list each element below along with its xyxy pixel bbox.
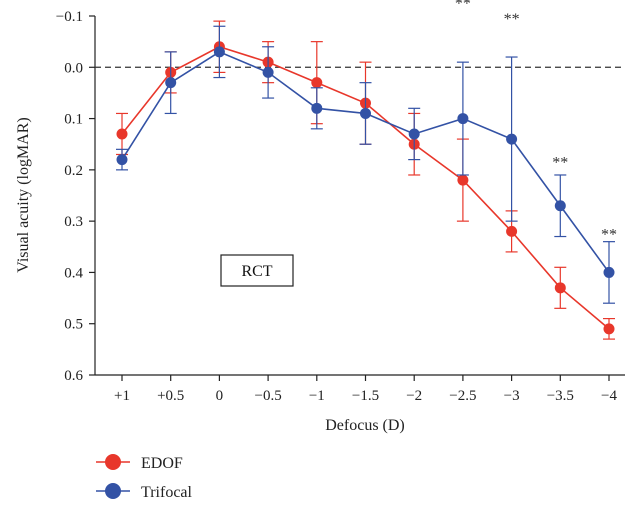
x-tick-label: +1 [114,388,130,404]
data-point [457,174,469,186]
data-point [360,107,371,119]
legend-swatch-marker [105,483,121,499]
data-point [506,225,518,237]
data-point [506,133,518,145]
data-point [311,102,323,114]
data-point [262,66,274,78]
x-tick-label: +0.5 [157,388,184,404]
x-tick-label: −1 [309,388,325,404]
legend-item-edof: EDOF [96,454,183,472]
data-point [116,154,128,166]
significance-marker: ** [601,226,617,243]
y-tick-label: 0.0 [64,60,83,76]
data-point [554,200,566,212]
data-point [116,128,128,140]
y-tick-label: −0.1 [56,9,83,25]
x-tick-label: −2 [406,388,422,404]
y-tick-label: 0.1 [64,112,83,128]
data-point [457,113,469,125]
y-tick-label: 0.2 [64,163,83,179]
data-point [408,128,420,140]
significance-marker: ** [455,0,471,13]
x-tick-label: −0.5 [254,388,281,404]
data-point [165,77,177,89]
x-tick-label: −4 [601,388,617,404]
legend-swatch-marker [105,454,121,470]
legend-item-trifocal: Trifocal [96,483,193,501]
series-edof [116,20,615,340]
data-point [213,46,225,58]
data-point [603,266,615,278]
series-layer [116,20,615,340]
legend-label: Trifocal [141,484,193,501]
y-tick-label: 0.5 [64,317,83,333]
x-tick-label: 0 [216,388,224,404]
data-point [603,323,615,335]
annotation-box-label: RCT [241,263,272,280]
y-tick-label: 0.4 [64,265,83,281]
data-point [311,77,323,89]
x-tick-label: −3.5 [547,388,574,404]
significance-marker: ** [552,155,568,172]
x-axis-title: Defocus (D) [325,417,405,434]
axes: −0.1 0.0 0.1 0.2 0.3 0.4 0.5 0.6 +1 +0.5 0 −0.5 −1 −1… [56,9,625,404]
data-point [554,282,566,294]
significance-marker: ** [504,11,520,28]
x-tick-label: −2.5 [449,388,476,404]
series-trifocal [116,25,615,304]
legend-label: EDOF [141,455,183,472]
legend: EDOF Trifocal [96,454,193,501]
annotations: ** ** ** ** RCT [220,0,617,287]
x-tick-label: −3 [504,388,520,404]
y-tick-label: 0.6 [64,368,83,384]
annotation-box [220,254,294,287]
y-tick-label: 0.3 [64,214,83,230]
y-axis-title: Visual acuity (logMAR) [15,117,32,272]
x-tick-label: −1.5 [352,388,379,404]
